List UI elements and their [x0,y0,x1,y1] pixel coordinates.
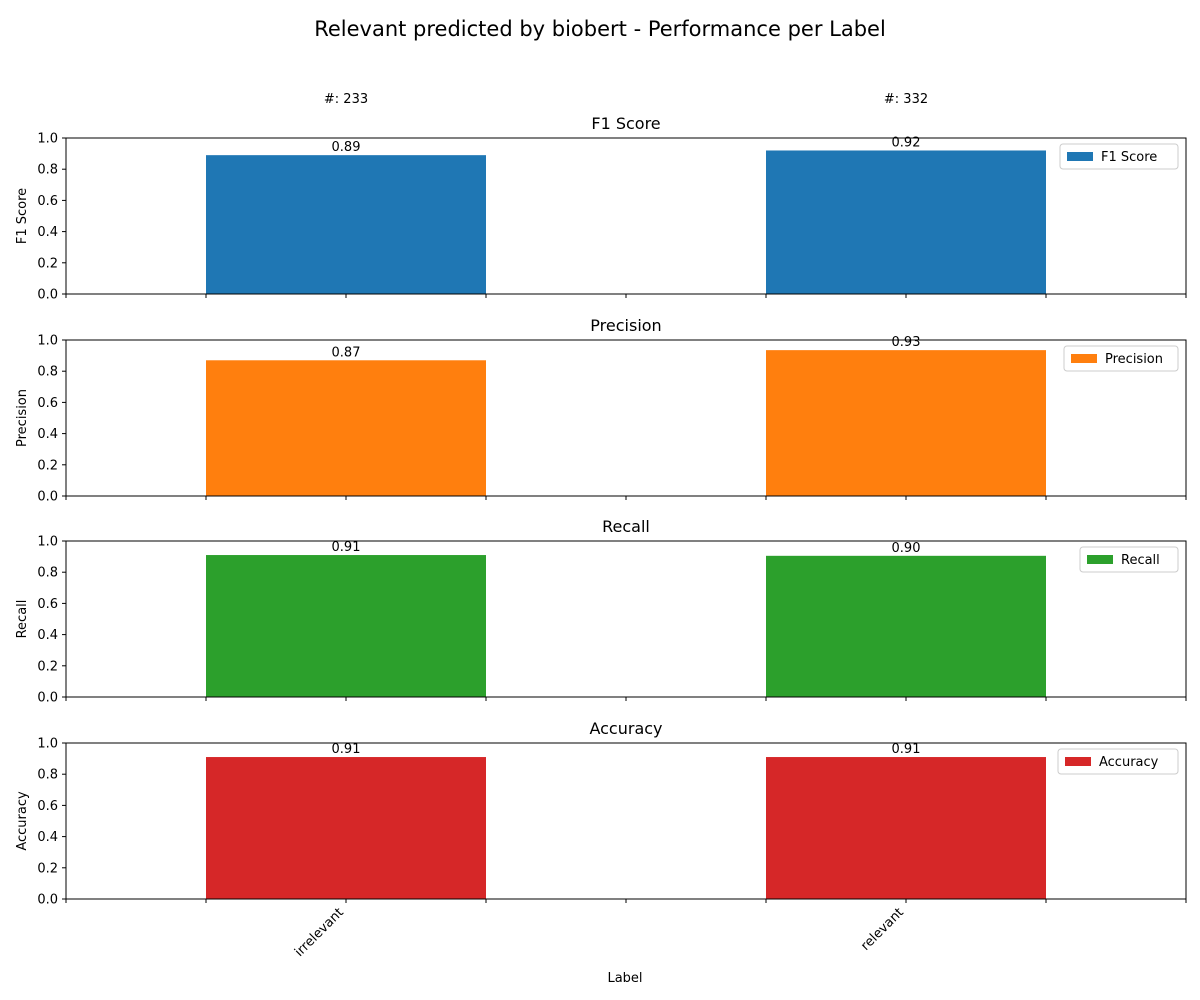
x-axis-label: Label [607,971,642,986]
count-label-irrelevant: #: 233 [324,92,368,107]
panel-recall: Recall 0.91 0.90 0.0 0.2 0.4 0.6 0.8 1.0 Recall Re… [15,517,1187,706]
bar-relevant [766,555,1046,697]
value-label: 0.91 [892,742,921,757]
y-tick-label: 0.2 [37,256,58,271]
value-label: 0.91 [332,540,361,555]
legend: Precision [1063,345,1179,372]
legend-swatch [1071,354,1097,363]
value-label: 0.87 [332,345,361,360]
panel-f1-score: F1 Score 0.89 0.92 0.0 0.2 0.4 0.6 0.8 1.0 F1 Sco… [15,114,1187,303]
legend-swatch [1067,152,1093,161]
y-tick-label: 0.0 [37,691,58,706]
legend-swatch [1087,555,1113,564]
value-label: 0.89 [332,140,361,155]
bar-irrelevant [206,757,486,899]
bar-relevant [766,150,1046,294]
bar-irrelevant [206,155,486,294]
y-tick-label: 0.0 [37,288,58,303]
legend-swatch [1065,757,1091,766]
y-tick-label: 0.8 [37,163,58,178]
bar-irrelevant [206,555,486,697]
x-tick-label-irrelevant: irrelevant [292,905,347,960]
y-axis-label: F1 Score [15,188,30,244]
y-tick-label: 0.6 [37,396,58,411]
y-tick-label: 0.8 [37,566,58,581]
y-tick-label: 0.4 [37,225,58,240]
y-tick-label: 0.6 [37,799,58,814]
legend-box [1059,143,1179,170]
value-label: 0.93 [892,335,921,350]
y-axis-label: Accuracy [15,791,30,851]
count-label-relevant: #: 332 [884,92,928,107]
y-tick-label: 0.0 [37,490,58,505]
figure-title: Relevant predicted by biobert - Performa… [314,17,886,41]
bar-relevant [766,350,1046,496]
y-axis-label: Precision [15,389,30,447]
panel-precision: Precision 0.87 0.93 0.0 0.2 0.4 0.6 0.8 1.0 Preci… [15,316,1187,505]
y-tick-label: 0.4 [37,628,58,643]
y-tick-label: 1.0 [37,737,58,752]
value-label: 0.92 [892,135,921,150]
y-tick-label: 0.2 [37,659,58,674]
legend-label: F1 Score [1101,150,1157,165]
value-label: 0.91 [332,742,361,757]
x-tick-label-relevant: relevant [858,905,907,954]
bar-irrelevant [206,360,486,496]
value-label: 0.90 [892,541,921,556]
legend-box [1057,748,1179,775]
y-tick-label: 0.8 [37,768,58,783]
bar-relevant [766,757,1046,899]
y-tick-label: 0.2 [37,861,58,876]
y-tick-label: 0.6 [37,597,58,612]
panel-title: Accuracy [589,719,662,738]
y-tick-label: 0.4 [37,427,58,442]
chart-panels: F1 Score 0.89 0.92 0.0 0.2 0.4 0.6 0.8 1.0 F1 Sco… [15,114,1187,908]
legend-label: Precision [1105,352,1163,367]
y-tick-label: 0.0 [37,893,58,908]
legend-box [1079,546,1179,573]
legend-label: Recall [1121,553,1160,568]
panel-title: Precision [590,316,661,335]
legend: Accuracy [1057,748,1179,775]
x-tick-labels: irrelevant relevant [292,905,907,960]
legend-label: Accuracy [1099,755,1159,770]
count-labels: #: 233 #: 332 [324,92,928,107]
y-tick-label: 1.0 [37,132,58,147]
y-tick-label: 1.0 [37,535,58,550]
y-tick-label: 1.0 [37,334,58,349]
legend-box [1063,345,1179,372]
y-tick-label: 0.2 [37,458,58,473]
y-tick-label: 0.6 [37,194,58,209]
panel-accuracy: Accuracy 0.91 0.91 0.0 0.2 0.4 0.6 0.8 1.0 Accura… [15,719,1187,908]
y-tick-label: 0.8 [37,365,58,380]
y-tick-label: 0.4 [37,830,58,845]
y-axis-label: Recall [15,600,30,639]
legend: F1 Score [1059,143,1179,170]
legend: Recall [1079,546,1179,573]
panel-title: F1 Score [591,114,660,133]
panel-title: Recall [602,517,650,536]
